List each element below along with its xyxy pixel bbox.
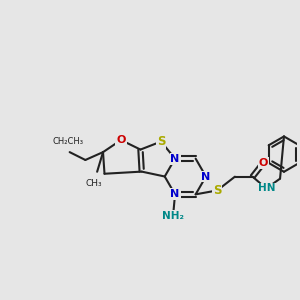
Text: S: S — [157, 135, 165, 148]
Text: CH₃: CH₃ — [86, 178, 103, 188]
Text: N: N — [170, 189, 180, 199]
Text: N: N — [170, 154, 180, 164]
Text: CH₂CH₃: CH₂CH₃ — [52, 137, 83, 146]
Text: NH₂: NH₂ — [162, 211, 184, 221]
Text: S: S — [213, 184, 221, 197]
Text: N: N — [201, 172, 211, 182]
Text: HN: HN — [258, 184, 275, 194]
Text: O: O — [259, 158, 268, 168]
Text: O: O — [116, 135, 126, 145]
